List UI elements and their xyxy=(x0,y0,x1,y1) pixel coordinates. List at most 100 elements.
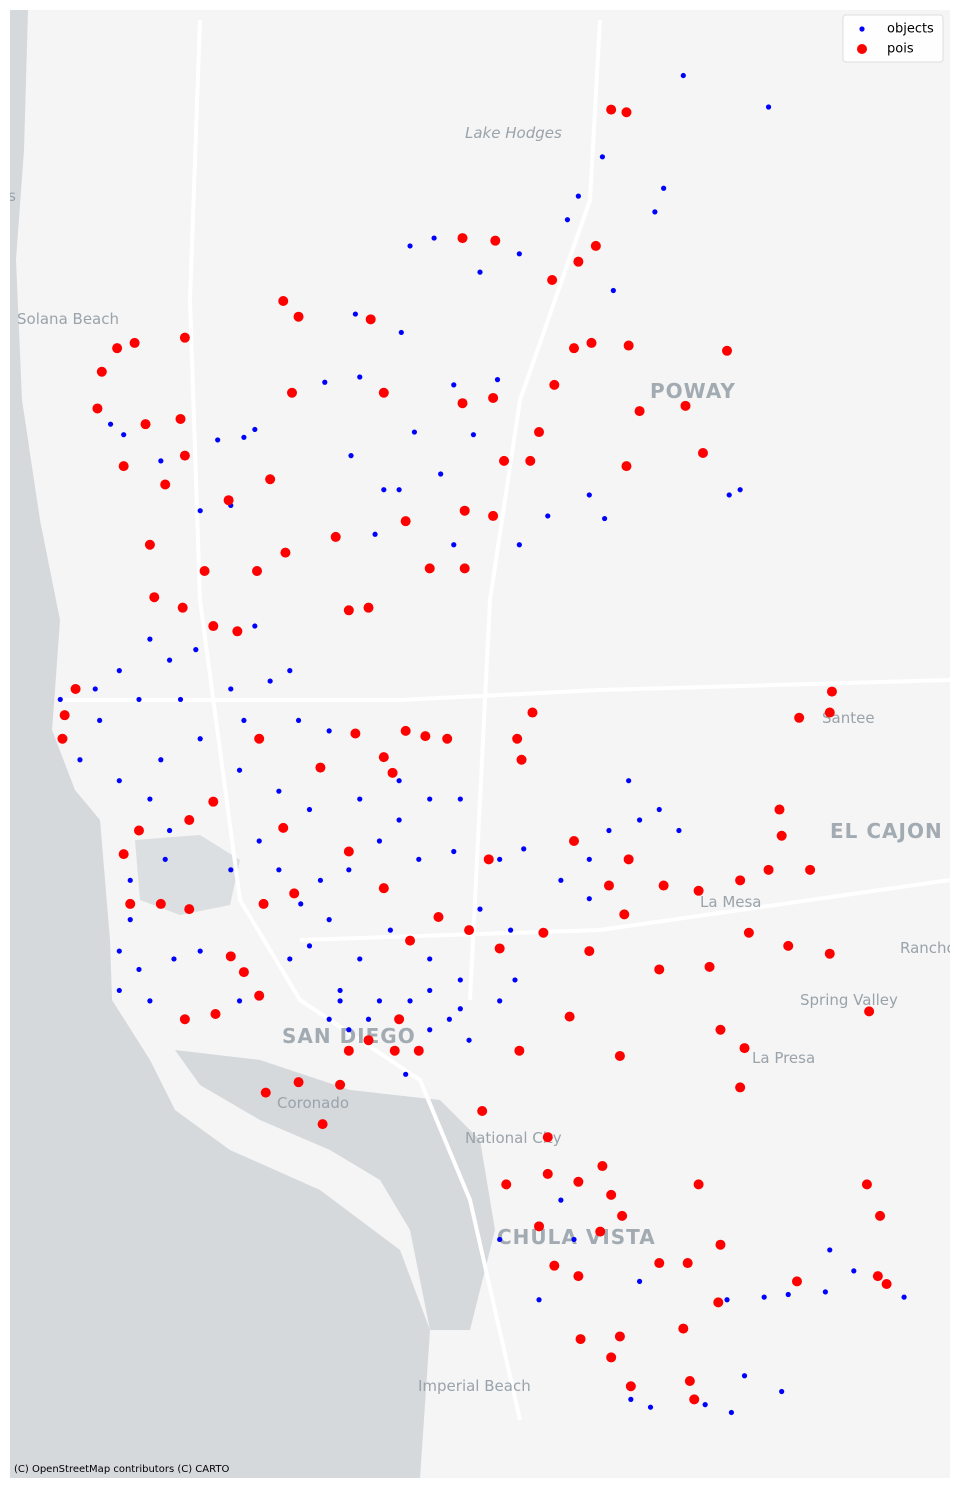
object-point xyxy=(381,487,387,493)
place-label: POWAY xyxy=(650,379,736,403)
object-point xyxy=(228,867,234,873)
poi-point xyxy=(483,854,494,865)
object-point xyxy=(116,948,122,954)
poi-point xyxy=(743,927,754,938)
object-point xyxy=(741,1373,748,1379)
poi-point xyxy=(258,898,269,909)
object-point xyxy=(636,817,643,823)
object-point xyxy=(477,269,483,275)
object-point xyxy=(121,432,127,438)
poi-point xyxy=(704,961,715,972)
poi-point xyxy=(619,909,630,920)
object-point xyxy=(116,987,122,994)
poi-point xyxy=(763,864,774,875)
object-point xyxy=(512,977,518,983)
poi-point xyxy=(149,592,160,603)
poi-point xyxy=(238,967,249,978)
place-label: Coronado xyxy=(277,1094,349,1112)
object-point xyxy=(407,998,413,1004)
object-point xyxy=(785,1291,791,1298)
object-point xyxy=(346,1027,352,1033)
poi-point xyxy=(606,104,617,115)
object-point xyxy=(256,838,262,844)
object-point xyxy=(276,867,282,873)
poi-point xyxy=(210,1009,221,1020)
poi-point xyxy=(697,448,708,459)
poi-point xyxy=(457,398,468,409)
poi-point xyxy=(735,875,746,886)
object-point xyxy=(726,492,732,498)
object-point xyxy=(477,906,483,912)
poi-point xyxy=(861,1179,872,1190)
object-point xyxy=(241,434,247,440)
poi-point xyxy=(564,1011,575,1022)
legend-marker xyxy=(857,44,867,54)
place-label: National City xyxy=(465,1129,562,1147)
place-label: EL CAJON xyxy=(830,819,943,843)
object-point xyxy=(586,492,592,498)
object-point xyxy=(403,1071,409,1077)
poi-point xyxy=(715,1239,726,1250)
poi-point xyxy=(118,849,129,860)
object-point xyxy=(346,867,352,873)
object-point xyxy=(372,531,378,537)
object-point xyxy=(451,382,457,388)
object-point xyxy=(427,956,433,962)
poi-point xyxy=(713,1297,724,1308)
object-point xyxy=(516,251,522,257)
poi-point xyxy=(315,762,326,773)
object-point xyxy=(536,1297,542,1303)
object-point xyxy=(558,1197,564,1203)
poi-point xyxy=(794,712,805,723)
object-point xyxy=(228,686,234,692)
object-point xyxy=(298,901,304,907)
legend-label: objects xyxy=(887,22,934,37)
poi-point xyxy=(129,337,140,348)
object-point xyxy=(177,696,184,703)
object-point xyxy=(127,917,133,923)
poi-point xyxy=(654,964,665,975)
poi-point xyxy=(96,366,107,377)
object-point xyxy=(252,426,258,433)
poi-point xyxy=(682,1258,693,1269)
object-point xyxy=(728,1409,734,1416)
poi-point xyxy=(514,1045,525,1056)
poi-point xyxy=(826,686,837,697)
road xyxy=(187,19,522,1421)
object-point xyxy=(508,927,514,933)
poi-point xyxy=(365,314,376,325)
poi-point xyxy=(179,450,190,461)
object-point xyxy=(398,329,404,336)
object-point xyxy=(197,736,203,742)
object-point xyxy=(276,788,282,794)
object-point xyxy=(357,374,363,380)
poi-point xyxy=(280,547,291,558)
object-point xyxy=(326,917,332,923)
place-label: CHULA VISTA xyxy=(497,1225,656,1249)
object-point xyxy=(158,757,164,763)
poi-point xyxy=(133,825,144,836)
object-point xyxy=(236,767,243,773)
poi-point xyxy=(289,888,300,899)
poi-point xyxy=(477,1106,488,1116)
poi-point xyxy=(525,455,536,466)
poi-point xyxy=(394,1014,405,1025)
poi-point xyxy=(569,835,579,846)
poi-point xyxy=(335,1079,346,1090)
object-point xyxy=(166,657,173,663)
poi-point xyxy=(125,898,136,909)
poi-point xyxy=(184,904,195,915)
object-point xyxy=(326,1016,332,1022)
object-point xyxy=(396,487,402,493)
object-point xyxy=(702,1402,708,1408)
legend: objects pois xyxy=(842,14,944,63)
object-point xyxy=(197,948,203,954)
legend-marker xyxy=(859,26,865,32)
basemap: Lake Hodges Encinitas Solana Beach POWAY… xyxy=(10,10,959,1478)
poi-point xyxy=(614,1050,625,1061)
object-point xyxy=(457,977,463,983)
place-label: Rancho San Diego xyxy=(900,939,959,957)
poi-point xyxy=(658,880,669,891)
poi-point xyxy=(223,495,234,506)
mission-bay xyxy=(135,835,240,915)
